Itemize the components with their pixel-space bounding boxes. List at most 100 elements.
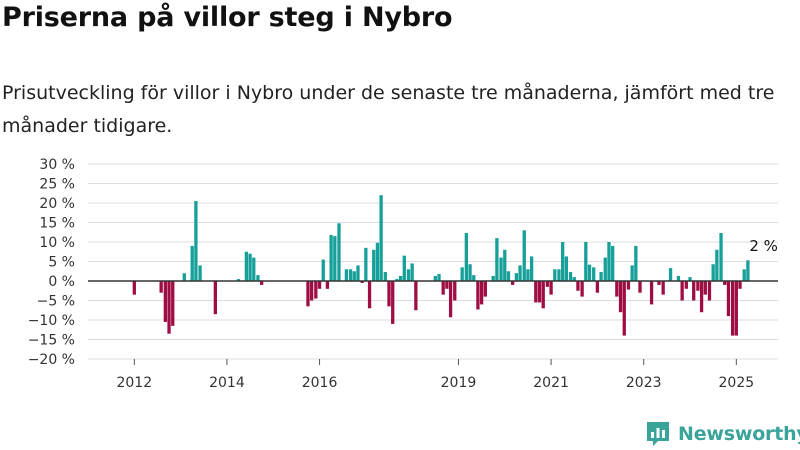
bar — [387, 281, 391, 307]
x-axis-ticks: 2012 2014 2016 2019 2021 2023 2025 — [116, 359, 754, 391]
bar — [375, 242, 380, 281]
newsworthy-logo-icon — [647, 422, 669, 446]
bar — [657, 281, 661, 285]
x-tick-label: 2023 — [626, 375, 662, 391]
bar — [715, 249, 719, 281]
bar — [684, 281, 688, 289]
bar — [696, 281, 700, 291]
bar — [433, 275, 437, 281]
bar — [391, 281, 395, 324]
bar — [159, 281, 163, 293]
bar — [506, 271, 511, 281]
bar — [352, 271, 356, 281]
bar — [511, 281, 515, 285]
y-tick-label: 10 % — [39, 235, 75, 251]
bar — [333, 236, 337, 281]
bar — [453, 281, 457, 301]
x-tick-label: 2014 — [209, 375, 245, 391]
bar — [638, 281, 642, 293]
y-tick-label: 5 % — [48, 255, 75, 271]
annotations: 2 % — [749, 237, 778, 255]
bar — [603, 257, 607, 281]
newsworthy-logo: Newsworthy — [645, 420, 800, 448]
bar — [252, 257, 256, 281]
bar — [329, 234, 333, 281]
latest-value-label: 2 % — [749, 237, 778, 255]
bar — [611, 245, 615, 281]
bar — [707, 281, 712, 301]
y-tick-label: 20 % — [39, 196, 75, 212]
bar — [580, 281, 584, 297]
bar — [476, 281, 480, 310]
brand-name: Newsworthy — [678, 423, 800, 445]
bar — [634, 245, 638, 281]
bar — [406, 269, 411, 281]
y-tick-label: 0 % — [48, 274, 75, 290]
bar — [364, 247, 368, 281]
bar — [711, 264, 715, 281]
bar — [414, 281, 418, 311]
bar — [464, 233, 468, 281]
bar — [306, 281, 310, 307]
bar — [622, 281, 626, 336]
bar — [395, 279, 399, 281]
bar-chart: −20 % −15 % −10 % −5 % 0 % 5 % 10 % 15 % 20 % 25 … — [28, 157, 778, 391]
bar — [734, 281, 738, 336]
bar — [529, 256, 534, 281]
x-tick-label: 2021 — [533, 375, 569, 391]
bar — [661, 281, 665, 295]
bar — [630, 265, 634, 281]
chart-title: Priserna på villor steg i Nybro — [2, 2, 453, 33]
bar — [649, 281, 654, 305]
bar — [321, 259, 325, 281]
bar — [572, 277, 576, 281]
bar — [587, 264, 592, 281]
bar — [383, 272, 387, 281]
bar — [545, 281, 550, 287]
bar — [198, 265, 202, 281]
bar — [592, 267, 596, 281]
y-tick-label: −20 % — [28, 352, 75, 368]
bar — [723, 281, 727, 285]
y-tick-label: −10 % — [28, 313, 75, 329]
bar — [703, 281, 707, 295]
bar — [410, 263, 414, 281]
bar — [236, 279, 241, 281]
bar — [163, 281, 167, 322]
bar — [537, 281, 542, 303]
bar — [337, 223, 341, 281]
x-tick-label: 2019 — [441, 375, 477, 391]
x-tick-label: 2012 — [116, 375, 152, 391]
bar — [738, 281, 742, 289]
bar — [518, 265, 522, 281]
bar — [190, 245, 194, 281]
bar — [356, 265, 360, 281]
bar — [534, 281, 538, 303]
bar — [379, 195, 383, 281]
bar — [553, 269, 557, 281]
bar — [479, 281, 484, 305]
bar — [310, 281, 314, 301]
bar — [260, 281, 264, 285]
x-tick-label: 2025 — [719, 375, 755, 391]
bar — [615, 281, 619, 297]
bar — [618, 281, 623, 313]
bar — [314, 281, 318, 299]
bar — [730, 281, 735, 336]
bar — [483, 281, 487, 297]
bar — [599, 272, 603, 281]
bar — [568, 272, 573, 281]
bar — [626, 281, 631, 290]
bar — [441, 281, 445, 295]
bar — [726, 281, 731, 317]
bars — [132, 195, 750, 336]
bar — [746, 260, 750, 281]
y-tick-label: 15 % — [39, 216, 75, 232]
bar — [367, 281, 372, 309]
bar — [402, 255, 406, 281]
bar — [495, 238, 499, 281]
bar — [213, 281, 217, 315]
chart-subtitle: Prisutveckling för villor i Nybro under … — [2, 82, 775, 137]
bar — [549, 281, 553, 295]
bar — [472, 275, 476, 281]
